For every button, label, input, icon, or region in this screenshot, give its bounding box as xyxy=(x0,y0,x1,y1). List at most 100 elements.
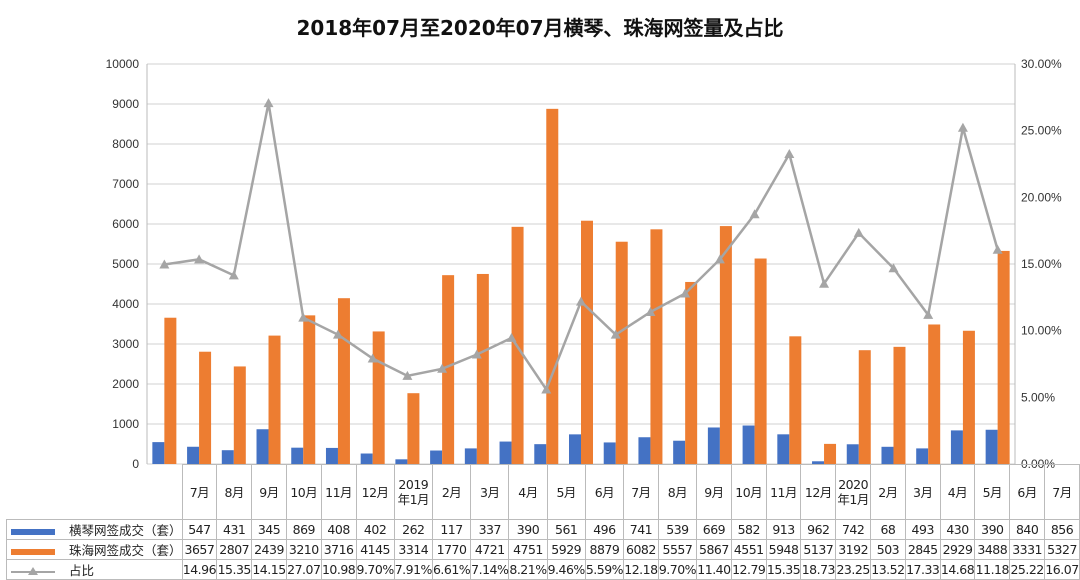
data-cell: 18.73 xyxy=(800,559,837,580)
ratio-marker xyxy=(680,288,691,298)
ratio-marker xyxy=(541,384,552,394)
bar-zhuhai xyxy=(476,273,489,464)
data-cell: 3331 xyxy=(1009,539,1046,560)
ratio-marker xyxy=(888,263,899,273)
bar-zhuhai xyxy=(407,393,420,464)
data-cell: 547 xyxy=(181,519,218,540)
category-label: 12月 xyxy=(355,464,395,520)
category-label: 10月 xyxy=(285,464,322,520)
data-cell: 390 xyxy=(974,519,1011,540)
bar-zhuhai xyxy=(962,330,975,464)
bar-zhuhai xyxy=(893,346,906,464)
category-label: 2019 年1月 xyxy=(393,464,433,520)
data-cell: 2807 xyxy=(216,539,253,560)
y-left-tick-label: 1000 xyxy=(112,417,139,431)
data-cell: 3488 xyxy=(974,539,1011,560)
legend-swatch xyxy=(11,566,55,575)
data-cell: 2845 xyxy=(904,539,941,560)
data-cell: 582 xyxy=(730,519,767,540)
data-cell: 12.79 xyxy=(730,559,767,580)
category-label: 10月 xyxy=(730,464,767,520)
table-header-row: 7月 8月 9月 10月 11月 12月 2019 年1月 2月 3月 4月 5月 6月 7月 8月 9月 10… xyxy=(6,464,1080,520)
category-label: 6月 xyxy=(584,464,625,520)
bar-zhuhai xyxy=(581,220,593,464)
data-cell: 7.14% xyxy=(470,559,510,580)
data-cell: 5137 xyxy=(800,539,837,560)
data-cell: 3314 xyxy=(393,539,433,560)
data-cell: 8879 xyxy=(584,539,625,560)
data-cell: 14.68 xyxy=(939,559,976,580)
bar-zhuhai xyxy=(685,281,698,464)
category-label: 5月 xyxy=(546,464,586,520)
data-cell: 3657 xyxy=(181,539,218,560)
bar-hengqin xyxy=(569,434,581,464)
category-label: 8月 xyxy=(216,464,253,520)
ratio-marker xyxy=(957,122,968,132)
data-cell: 2929 xyxy=(939,539,976,560)
data-cell: 561 xyxy=(546,519,586,540)
bar-hengqin xyxy=(673,440,686,464)
ratio-marker xyxy=(853,227,864,237)
category-label: 8月 xyxy=(657,464,698,520)
ratio-marker xyxy=(645,307,656,316)
data-cell: 539 xyxy=(657,519,698,540)
data-cell: 9.70% xyxy=(355,559,395,580)
legend-swatch xyxy=(11,548,55,555)
ratio-marker xyxy=(992,244,1003,254)
bar-hengqin xyxy=(707,427,720,464)
bar-hengqin xyxy=(812,461,825,464)
data-cell: 10.98 xyxy=(320,559,357,580)
data-cell: 13.52 xyxy=(870,559,906,580)
data-cell: 3716 xyxy=(320,539,357,560)
bar-hengqin xyxy=(221,450,234,464)
bar-zhuhai xyxy=(615,241,628,464)
data-cell: 8.21% xyxy=(508,559,548,580)
data-cell: 11.18 xyxy=(974,559,1011,580)
y-right-tick-label: 20.00% xyxy=(1021,190,1062,204)
data-table: 7月 8月 9月 10月 11月 12月 2019 年1月 2月 3月 4月 5月 6月 7月 8月 9月 10… xyxy=(6,464,1080,580)
ratio-marker xyxy=(749,209,760,219)
data-cell: 12.18 xyxy=(623,559,659,580)
data-cell: 7.91% xyxy=(393,559,433,580)
category-label: 11月 xyxy=(765,464,802,520)
bar-zhuhai xyxy=(164,317,177,464)
y-left-tick-label: 5000 xyxy=(112,257,139,271)
data-cell: 840 xyxy=(1009,519,1046,540)
ratio-marker xyxy=(714,254,725,264)
ratio-marker xyxy=(367,353,378,363)
chart-title: 2018年07月至2020年07月横琴、珠海网签量及占比 xyxy=(296,16,784,40)
table-corner xyxy=(6,464,183,520)
data-cell: 869 xyxy=(285,519,322,540)
bar-zhuhai xyxy=(546,108,559,464)
ratio-marker xyxy=(471,349,482,359)
data-cell: 23.25 xyxy=(835,559,872,580)
bar-hengqin xyxy=(742,425,755,464)
bar-zhuhai xyxy=(233,366,246,464)
bar-hengqin xyxy=(325,447,338,464)
bar-zhuhai xyxy=(719,226,732,464)
bar-hengqin xyxy=(777,434,790,464)
ratio-marker xyxy=(437,363,448,373)
bar-hengqin xyxy=(846,444,859,464)
category-label: 2月 xyxy=(870,464,906,520)
data-cell: 430 xyxy=(939,519,976,540)
data-cell: 742 xyxy=(835,519,872,540)
category-label: 7月 xyxy=(1044,464,1080,520)
data-cell: 27.07 xyxy=(285,559,322,580)
category-label: 7月 xyxy=(181,464,218,520)
bar-hengqin xyxy=(881,446,894,464)
data-cell: 5327 xyxy=(1044,539,1080,560)
ratio-marker xyxy=(194,254,205,264)
bar-zhuhai xyxy=(789,336,802,464)
ratio-marker xyxy=(784,149,795,158)
data-cell: 6082 xyxy=(623,539,659,560)
series-legend-label: 占比 xyxy=(6,559,183,580)
series-name: 横琴网签成交（套） xyxy=(69,523,182,538)
y-right-tick-label: 5.00% xyxy=(1021,390,1055,404)
data-cell: 17.33 xyxy=(904,559,941,580)
y-right-tick-label: 10.00% xyxy=(1021,324,1062,338)
data-cell: 68 xyxy=(870,519,906,540)
ratio-marker xyxy=(332,329,343,339)
bar-hengqin xyxy=(985,429,998,464)
bar-zhuhai xyxy=(754,258,767,464)
